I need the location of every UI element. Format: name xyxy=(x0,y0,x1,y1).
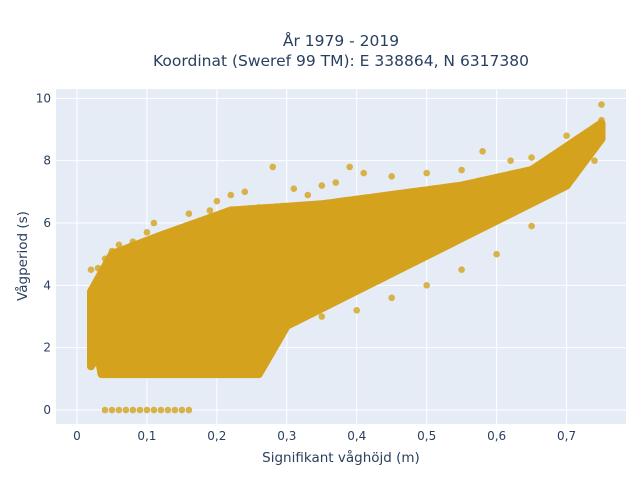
scatter-point xyxy=(528,154,535,161)
scatter-points xyxy=(87,101,605,414)
x-tick-label: 0,4 xyxy=(347,429,366,443)
scatter-point xyxy=(269,328,277,336)
scatter-point xyxy=(115,406,123,414)
scatter-point xyxy=(150,219,158,227)
scatter-point xyxy=(178,406,186,414)
scatter-point xyxy=(213,197,221,205)
scatter-point xyxy=(353,307,361,314)
y-tick-label: 8 xyxy=(43,154,51,168)
scatter-point xyxy=(360,169,368,177)
x-tick-label: 0,3 xyxy=(277,429,296,443)
scatter-point xyxy=(143,406,151,414)
scatter-point xyxy=(143,370,151,378)
scatter-point xyxy=(185,406,193,414)
scatter-point xyxy=(227,191,235,199)
scatter-point xyxy=(213,369,221,376)
scatter-point xyxy=(318,313,326,320)
scatter-point xyxy=(493,250,500,258)
scatter-point xyxy=(563,182,570,189)
scatter-point xyxy=(101,366,109,373)
scatter-point xyxy=(388,173,396,180)
scatter-point xyxy=(101,255,109,263)
scatter-point xyxy=(458,266,465,274)
scatter-point xyxy=(528,222,535,230)
x-axis-title: Signifikant våghöjd (m) xyxy=(262,449,420,466)
scatter-point xyxy=(248,369,256,376)
scatter-point xyxy=(479,148,486,155)
scatter-point xyxy=(108,247,116,255)
scatter-point xyxy=(241,188,249,196)
scatter-cloud xyxy=(87,119,606,379)
scatter-point xyxy=(346,163,354,171)
scatter-point xyxy=(255,204,263,211)
x-tick-label: 0,2 xyxy=(207,429,226,443)
chart-title-line-2: Koordinat (Sweref 99 TM): E 338864, N 63… xyxy=(153,52,529,70)
scatter-point xyxy=(178,370,186,378)
x-tick-label: 0,5 xyxy=(417,429,436,443)
scatter-point xyxy=(598,116,605,124)
scatter-point xyxy=(122,406,130,414)
y-tick-label: 10 xyxy=(36,91,51,105)
scatter-point xyxy=(269,163,277,171)
scatter-point xyxy=(164,406,172,414)
scatter-point xyxy=(87,266,95,274)
x-tick-label: 0,7 xyxy=(557,429,576,443)
scatter-point xyxy=(206,207,214,214)
scatter-point xyxy=(458,166,465,174)
scatter-point xyxy=(129,238,137,245)
scatter-point xyxy=(255,356,263,364)
scatter-point xyxy=(563,132,570,139)
scatter-point xyxy=(598,101,605,108)
scatter-point xyxy=(388,294,396,302)
y-tick-labels: 0 2 4 6 8 10 xyxy=(36,91,51,417)
scatter-point xyxy=(332,179,340,186)
y-tick-label: 6 xyxy=(43,216,51,230)
scatter-point xyxy=(115,241,123,249)
scatter-point xyxy=(94,350,102,358)
scatter-point xyxy=(304,191,312,199)
x-tick-label: 0,6 xyxy=(487,429,506,443)
scatter-point xyxy=(136,406,144,414)
scatter-point xyxy=(129,406,137,414)
scatter-point xyxy=(185,210,193,217)
x-tick-label: 0,1 xyxy=(137,429,156,443)
scatter-point xyxy=(101,406,109,414)
scatter-dense-band xyxy=(87,119,606,379)
scatter-point xyxy=(94,264,102,272)
scatter-point xyxy=(143,229,151,236)
y-axis-title: Vågperiod (s) xyxy=(14,211,31,301)
y-tick-label: 0 xyxy=(43,403,51,417)
y-tick-label: 2 xyxy=(43,341,51,355)
scatter-point xyxy=(108,406,116,414)
x-tick-label: 0 xyxy=(73,429,81,443)
y-tick-label: 4 xyxy=(43,278,51,292)
chart-title-line-1: År 1979 - 2019 xyxy=(283,31,399,50)
scatter-point xyxy=(283,322,291,330)
scatter-point xyxy=(318,182,326,189)
scatter-point xyxy=(423,282,431,289)
scatter-point xyxy=(507,157,514,164)
scatter-point xyxy=(115,369,123,376)
scatter-point xyxy=(150,406,158,414)
scatter-point xyxy=(171,406,179,414)
scatter-point xyxy=(423,169,431,177)
x-tick-labels: 0 0,1 0,2 0,3 0,4 0,5 0,6 0,7 xyxy=(73,429,576,443)
scatter-point xyxy=(591,157,598,164)
scatter-point xyxy=(157,406,165,414)
scatter-point xyxy=(290,185,298,192)
scatter-point xyxy=(87,338,95,345)
